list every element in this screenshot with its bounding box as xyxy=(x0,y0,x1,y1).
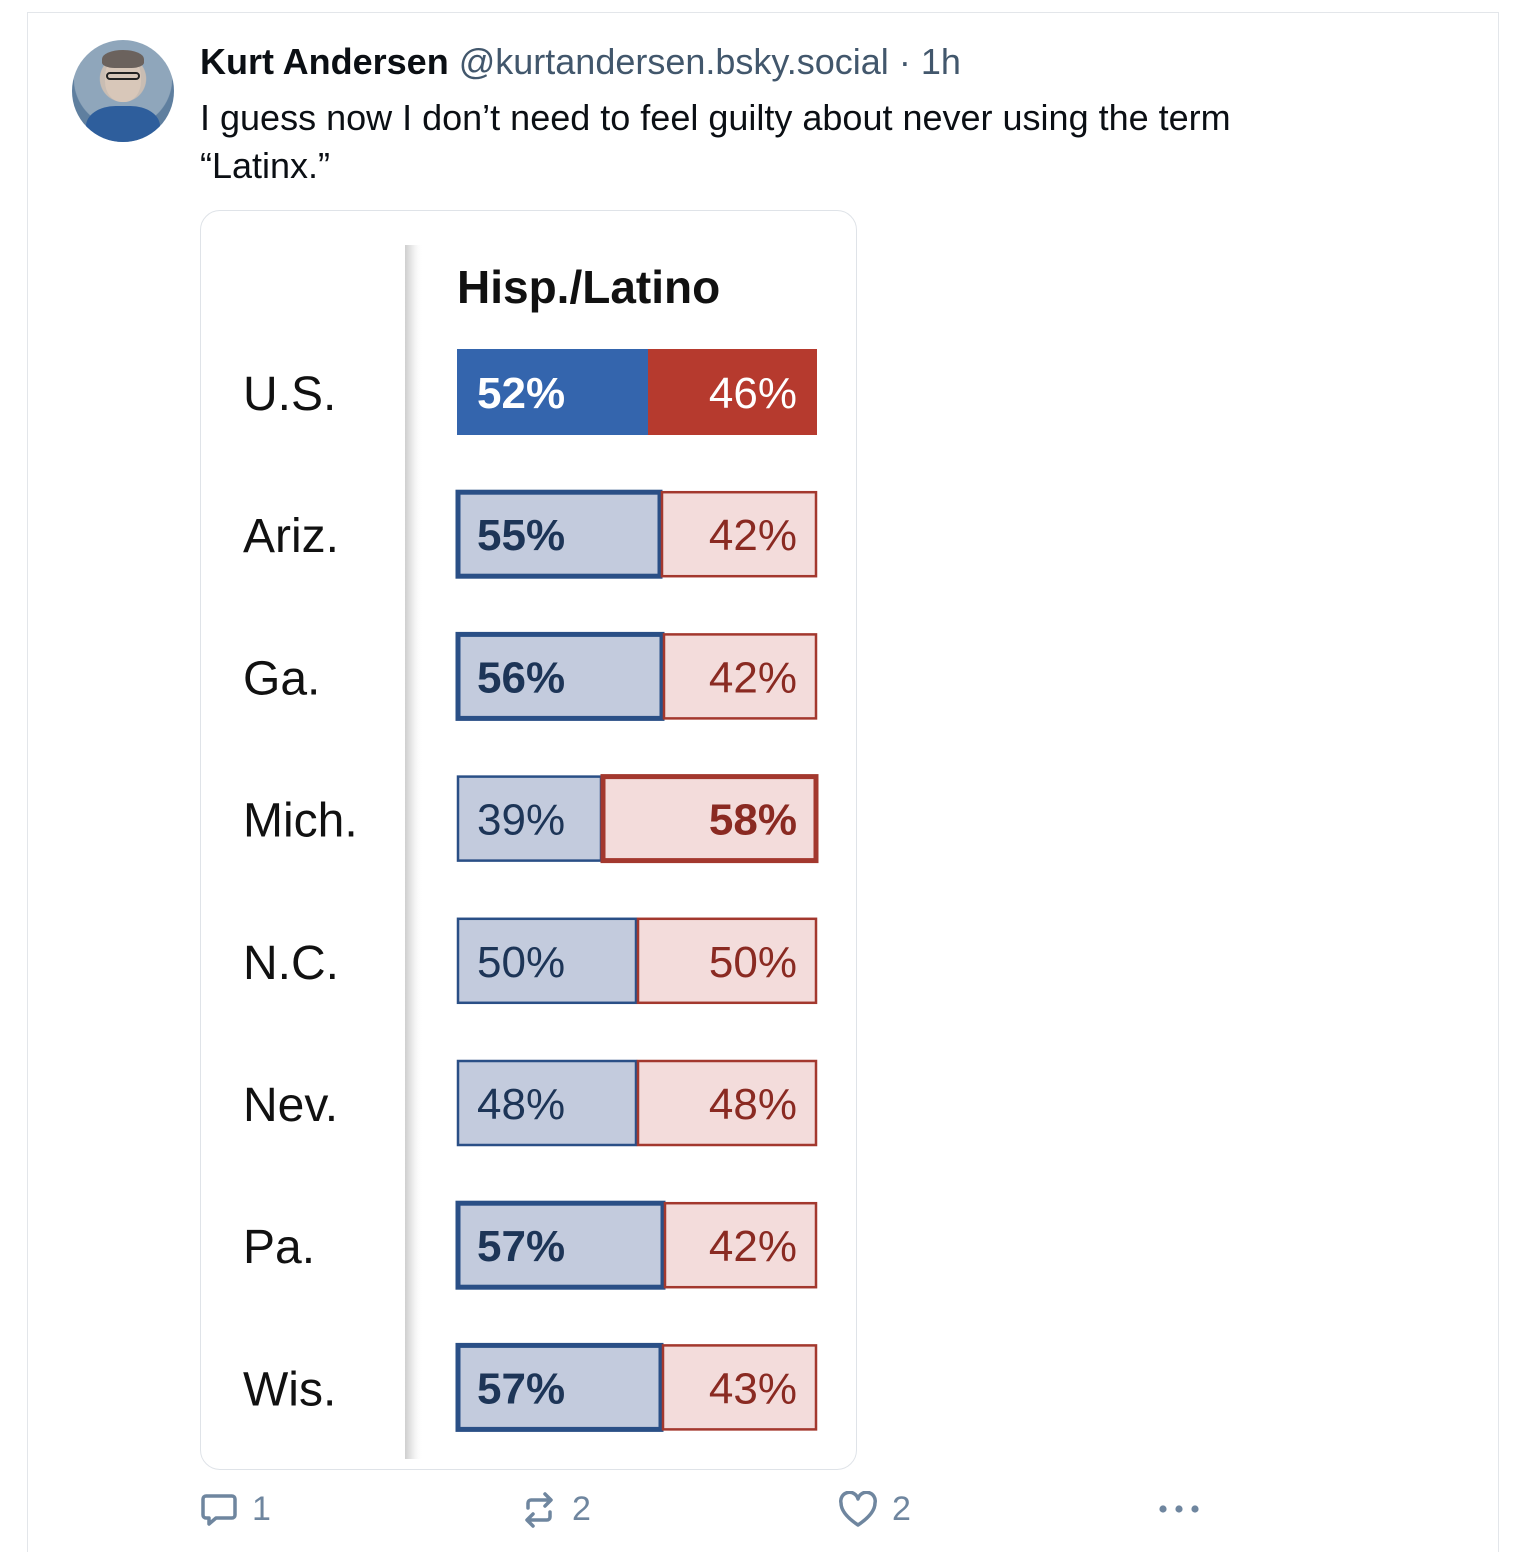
author-avatar[interactable] xyxy=(72,40,174,142)
dem-value-label: 57% xyxy=(477,1364,565,1413)
rep-bar-outline xyxy=(662,633,818,720)
rep-value-label: 48% xyxy=(709,1080,797,1129)
dem-bar xyxy=(457,775,602,862)
rep-value-label: 43% xyxy=(709,1364,797,1413)
rep-bar xyxy=(664,1202,817,1289)
dem-bar xyxy=(457,1202,664,1289)
state-label: Mich. xyxy=(243,795,358,848)
state-label: U.S. xyxy=(243,368,336,421)
chart-divider xyxy=(405,245,423,1459)
rep-bar xyxy=(637,917,817,1004)
rep-value-label: 42% xyxy=(709,1222,797,1271)
dem-value-label: 52% xyxy=(477,369,565,418)
reply-count: 1 xyxy=(252,1490,271,1528)
repost-icon xyxy=(525,1491,553,1528)
dem-bar xyxy=(457,1060,637,1146)
state-label: Nev. xyxy=(243,1079,338,1132)
rep-value-label: 46% xyxy=(709,369,797,418)
rep-bar xyxy=(662,1344,817,1431)
rep-bar xyxy=(663,633,817,720)
reply-button[interactable]: 1 xyxy=(200,1490,271,1529)
dem-bar xyxy=(457,349,648,435)
rep-bar-outline xyxy=(660,490,818,578)
rep-value-label: 58% xyxy=(709,796,797,845)
post-image[interactable]: Hisp./Latino U.S. 52% 46% Ariz. 55% 42% Ga. 56%… xyxy=(200,210,857,1470)
dem-bar-outline xyxy=(456,917,638,1005)
author-handle[interactable]: @kurtandersen.bsky.social xyxy=(458,41,889,82)
rep-bar-outline xyxy=(636,1059,818,1147)
chart-title: Hisp./Latino xyxy=(457,261,720,313)
reply-icon xyxy=(201,1493,237,1526)
dem-bar xyxy=(457,491,661,578)
post-text-line: I guess now I don’t need to feel guilty … xyxy=(200,97,1231,138)
dem-value-label: 55% xyxy=(477,511,565,560)
dem-value-label: 48% xyxy=(477,1080,565,1129)
more-options-button[interactable] xyxy=(1156,1490,1202,1528)
rep-bar-outline xyxy=(600,774,819,864)
repost-count: 2 xyxy=(572,1490,591,1528)
state-label: Wis. xyxy=(243,1363,336,1416)
vote-share-chart: Hisp./Latino U.S. 52% 46% Ariz. 55% 42% Ga. 56%… xyxy=(243,245,819,1459)
rep-bar xyxy=(637,1060,817,1146)
rep-bar xyxy=(648,349,817,435)
state-label: Ariz. xyxy=(243,510,339,563)
dem-bar-outline xyxy=(455,631,665,721)
rep-bar-outline xyxy=(663,1201,818,1289)
like-button[interactable]: 2 xyxy=(838,1490,911,1529)
dem-bar-outline xyxy=(455,1342,664,1432)
dem-bar-outline xyxy=(455,1200,666,1290)
repost-button[interactable]: 2 xyxy=(520,1490,591,1529)
separator-dot: · xyxy=(898,41,911,82)
post-text-line: “Latinx.” xyxy=(200,145,331,186)
post-card[interactable] xyxy=(27,12,1499,1552)
dem-value-label: 56% xyxy=(477,653,565,702)
dem-value-label: 57% xyxy=(477,1222,565,1271)
dem-bar xyxy=(457,917,637,1004)
dem-bar xyxy=(457,1344,662,1431)
like-icon xyxy=(839,1490,877,1527)
dem-value-label: 50% xyxy=(477,938,565,987)
rep-bar xyxy=(661,491,817,578)
post-header: Kurt Andersen @kurtandersen.bsky.social … xyxy=(200,40,961,84)
dem-bar-outline xyxy=(455,489,663,579)
dem-value-label: 39% xyxy=(477,796,565,845)
rep-value-label: 50% xyxy=(709,938,797,987)
rep-bar-outline xyxy=(636,917,818,1005)
rep-value-label: 42% xyxy=(709,653,797,702)
rep-value-label: 42% xyxy=(709,511,797,560)
rep-bar-outline xyxy=(661,1344,818,1431)
more-icon xyxy=(1159,1505,1199,1513)
state-label: N.C. xyxy=(243,937,339,990)
author-name[interactable]: Kurt Andersen xyxy=(200,41,449,82)
dem-bar-outline xyxy=(456,1059,638,1147)
post-time[interactable]: 1h xyxy=(920,41,961,82)
state-label: Ga. xyxy=(243,652,320,705)
state-label: Pa. xyxy=(243,1221,315,1274)
post-actions: 1 2 2 xyxy=(0,1490,1520,1538)
dem-bar xyxy=(457,633,663,720)
rep-bar xyxy=(602,775,817,862)
like-count: 2 xyxy=(892,1490,911,1528)
post-text: I guess now I don’t need to feel guilty … xyxy=(200,94,1400,190)
